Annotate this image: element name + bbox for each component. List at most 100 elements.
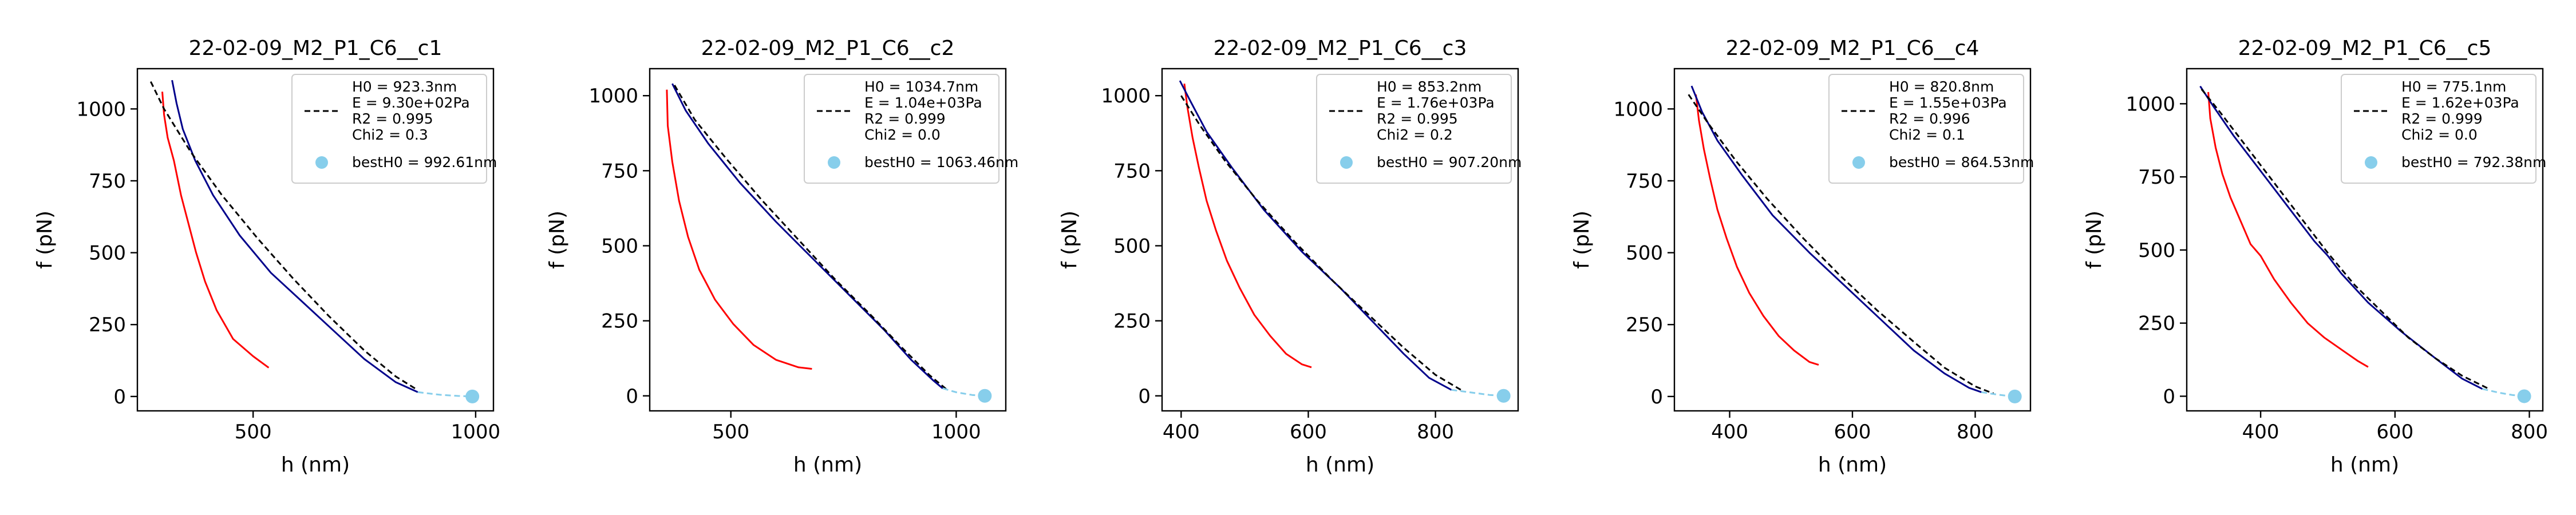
plot-frame [136,68,495,412]
y-tick-label: 750 [2138,166,2175,189]
x-tick-label: 800 [2511,421,2548,443]
x-tick-label: 600 [1290,421,1327,443]
subplot-1: 22-02-09_M2_P1_C6__c1 500 1000 0 250 500 750 10… [33,37,500,477]
y-tick-label: 0 [1650,386,1663,409]
y-tick-label: 0 [1138,385,1151,408]
plot-title: 22-02-09_M2_P1_C6__c4 [1726,37,1980,60]
y-tick-label: 1000 [1101,85,1151,108]
legend-box [804,74,999,184]
y-tick-label: 750 [89,170,126,193]
legend-fit-text: Chi2 = 0.3 [352,126,428,143]
legend-fit-text: Chi2 = 0.0 [864,126,941,143]
y-tick-label: 0 [113,386,126,409]
retraction-curve [161,92,270,369]
y-tick-label: 1000 [1613,98,1663,121]
legend-point-handle [1340,156,1353,169]
x-tick-label: 400 [1163,421,1200,443]
legend-fit-text: H0 = 775.1nm [2401,78,2506,95]
retraction-curve [2207,92,2369,368]
plot-frame [2186,68,2544,412]
y-tick-label: 750 [1626,170,1663,193]
y-axis-label: f (pN) [2083,211,2106,269]
legend-best-h0-text: bestH0 = 907.20nm [1377,154,1522,171]
legend-fit-text: H0 = 1034.7nm [864,78,978,95]
approach-curve [1179,80,1452,391]
y-tick-label: 500 [1113,235,1151,258]
legend-fit-text: Chi2 = 0.0 [2401,126,2478,143]
fit-curve [149,81,418,391]
legend-best-h0-text: bestH0 = 1063.46nm [864,154,1018,171]
legend-fit-text: E = 1.55e+03Pa [1889,94,2007,111]
legend-fit-text: E = 1.62e+03Pa [2401,94,2519,111]
best-h0-point [978,389,992,403]
legend-box [1316,74,1512,184]
legend-box [291,74,487,184]
y-tick-label: 250 [601,310,638,333]
legend-box [2341,74,2537,184]
y-tick-label: 250 [1113,310,1151,333]
subplot-4: 22-02-09_M2_P1_C6__c4 400 600 800 0 250 500 750… [1570,37,2034,477]
y-tick-label: 500 [601,235,638,258]
y-tick-label: 0 [626,385,638,408]
extrapolation-curve [417,391,472,398]
x-tick-label: 800 [1957,421,1994,443]
approach-curve [671,83,943,389]
legend-point-handle [2365,156,2377,169]
subplot-2: 22-02-09_M2_P1_C6__c2 500 1000 0 250 500 750 10… [546,37,1018,477]
plot-frame [649,68,1007,412]
y-tick-label: 1000 [76,98,126,121]
y-axis-label: f (pN) [1570,211,1594,269]
approach-curve [1690,85,1982,393]
best-h0-point [2517,389,2531,403]
y-tick-label: 500 [89,242,126,265]
subplot-3: 22-02-09_M2_P1_C6__c3 400 600 800 0 250 500 750… [1058,37,1522,477]
fit-curve [1180,95,1461,391]
fit-curve [1688,94,1994,395]
fit-curve [674,85,948,391]
best-h0-point [1496,389,1511,403]
y-axis-label: f (pN) [546,211,569,269]
y-tick-label: 500 [2138,239,2175,262]
legend-box [1828,74,2024,184]
legend-fit-text: R2 = 0.996 [1889,110,1970,127]
y-tick-label: 750 [601,160,638,183]
legend-best-h0-text: bestH0 = 864.53nm [1889,154,2034,171]
x-tick-label: 1000 [451,421,501,443]
best-h0-point [2008,389,2022,403]
extrapolation-curve [1451,389,1504,397]
retraction-curve [1183,84,1312,369]
legend-point-handle [828,156,840,169]
x-axis-label: h (nm) [281,453,350,477]
legend-fit-text: Chi2 = 0.2 [1377,126,1453,143]
x-tick-label: 800 [1417,421,1454,443]
fit-curve [2200,88,2490,390]
x-tick-label: 500 [712,421,749,443]
legend-best-h0-text: bestH0 = 792.38nm [2401,154,2546,171]
plot-title: 22-02-09_M2_P1_C6__c1 [189,37,442,60]
x-tick-label: 600 [2376,421,2413,443]
legend-point-handle [315,156,328,169]
y-tick-label: 500 [1626,242,1663,265]
x-tick-label: 600 [1834,421,1871,443]
approach-curve [171,80,418,393]
legend-fit-text: R2 = 0.995 [352,110,433,127]
best-h0-point [465,389,480,403]
legend-fit-text: E = 1.76e+03Pa [1377,94,1495,111]
y-axis-label: f (pN) [33,211,57,269]
legend-fit-text: R2 = 0.995 [1377,110,1458,127]
x-tick-label: 1000 [931,421,981,443]
y-tick-label: 250 [1626,314,1663,336]
y-tick-label: 250 [89,314,126,336]
legend-fit-text: H0 = 820.8nm [1889,78,1994,95]
subplot-5: 22-02-09_M2_P1_C6__c5 400 600 800 0 250 500 750… [2083,37,2548,477]
retraction-curve [1695,94,1819,366]
x-axis-label: h (nm) [1306,453,1374,477]
x-tick-label: 400 [2242,421,2279,443]
retraction-curve [666,89,812,370]
x-axis-label: h (nm) [2330,453,2399,477]
